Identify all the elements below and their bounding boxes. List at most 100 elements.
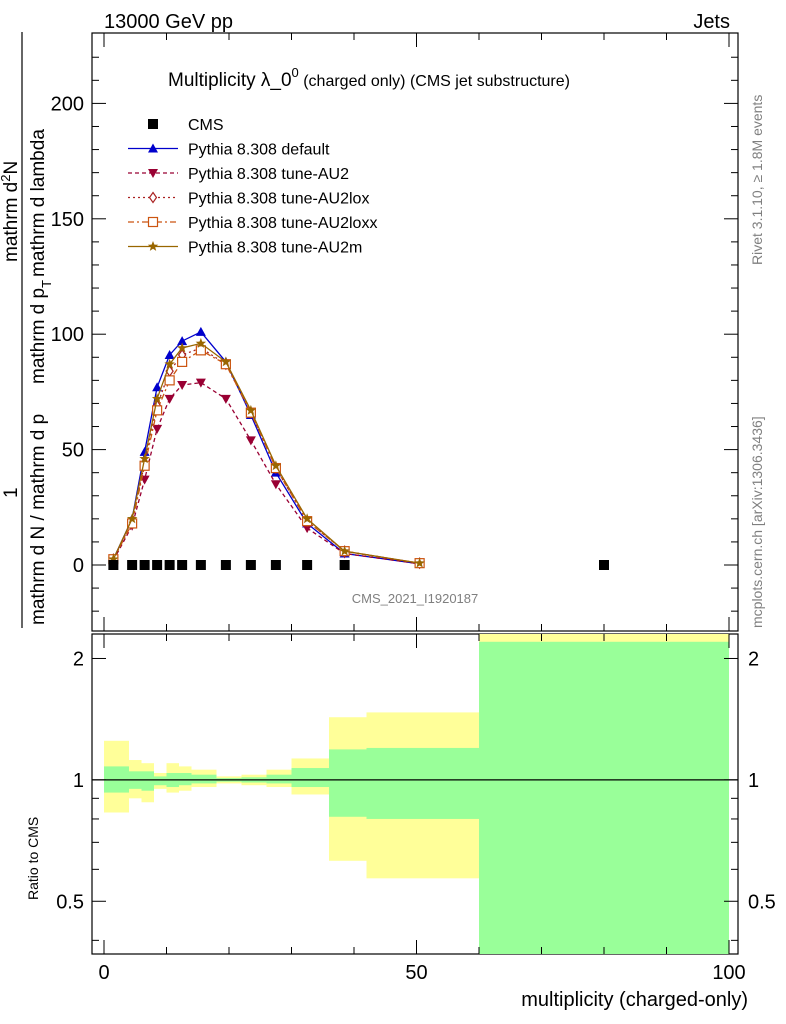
process-label: Jets xyxy=(693,11,730,33)
cms-point xyxy=(599,560,609,570)
series-pythia-8-308-tune-au2loxx xyxy=(108,345,425,569)
series-point xyxy=(164,358,175,369)
series-point xyxy=(245,436,256,446)
series-point xyxy=(164,375,175,386)
series-point xyxy=(245,404,257,415)
cms-point xyxy=(245,560,256,570)
ratio-band-inner xyxy=(291,768,329,788)
x-tick-label: 50 xyxy=(405,962,427,984)
ylabel-num2-rest: N xyxy=(1,161,22,175)
legend-label: Pythia 8.308 tune-AU2lox xyxy=(188,191,369,208)
cms-points xyxy=(108,560,609,570)
y-tick-label: 150 xyxy=(51,209,84,231)
legend-marker xyxy=(148,191,158,204)
cms-point xyxy=(127,560,138,570)
ylabel-num: 1 xyxy=(1,487,22,498)
ratio-y-label: Ratio to CMS xyxy=(25,817,41,900)
legend-marker xyxy=(148,169,158,178)
ratio-tick-label-right: 1 xyxy=(748,770,759,792)
series-layer xyxy=(108,326,425,570)
legend-label-cms: CMS xyxy=(188,117,224,134)
x-tick-label: 100 xyxy=(712,962,745,984)
cms-point xyxy=(152,560,163,570)
series-point xyxy=(195,345,206,356)
ratio-band-inner xyxy=(266,774,292,784)
legend-label: Pythia 8.308 default xyxy=(188,142,330,159)
series-point xyxy=(195,326,206,336)
ylabel-den2-rest: mathrm d lambda xyxy=(28,129,49,277)
ratio-band-inner xyxy=(479,641,729,954)
series-point xyxy=(177,356,188,367)
legend-marker xyxy=(148,143,158,153)
cms-point xyxy=(302,560,313,570)
series-point xyxy=(220,394,231,404)
series-point xyxy=(302,524,313,534)
ratio-band-inner xyxy=(154,776,167,786)
series-point xyxy=(414,557,425,568)
cms-point xyxy=(270,560,281,570)
main-ticks: 0 50 100 150 200 xyxy=(51,56,738,612)
legend-marker xyxy=(147,241,159,251)
ylabel-sub: T xyxy=(39,280,54,288)
cms-point xyxy=(177,560,188,570)
cms-point xyxy=(220,560,231,570)
chart-title-suffix: (charged only) (CMS jet substructure) xyxy=(299,73,570,90)
series-point xyxy=(152,424,163,434)
x-tick-label: 0 xyxy=(98,962,109,984)
chart-title-sup: 0 xyxy=(292,65,299,80)
series-point xyxy=(301,513,313,524)
series-point xyxy=(139,460,150,471)
ratio-band-inner xyxy=(141,771,154,791)
cms-point xyxy=(108,560,119,570)
y-axis-label: 1 mathrm d N / mathrm d p mathrm d2N mat… xyxy=(0,32,54,628)
series-point xyxy=(270,480,281,490)
series-point xyxy=(151,393,163,404)
series-pythia-8-308-tune-au2lox xyxy=(109,342,424,570)
chart-title: Multiplicity λ_00 (charged only) (CMS je… xyxy=(168,65,570,91)
source-label: mcplots.cern.ch [arXiv:1306.3436] xyxy=(749,416,765,628)
ratio-tick-label-left: 1 xyxy=(73,770,84,792)
series-point xyxy=(139,453,150,464)
y-tick-label: 200 xyxy=(51,93,84,115)
series-line xyxy=(112,342,420,564)
series-point xyxy=(126,513,138,524)
ratio-ticks: 0.5 0.5 1 1 2 2 xyxy=(56,648,776,941)
y-tick-label: 100 xyxy=(51,324,84,346)
legend-label: Pythia 8.308 tune-AU2loxx xyxy=(188,215,377,232)
series-pythia-8-308-tune-au2m xyxy=(108,337,425,568)
series-point xyxy=(195,378,206,388)
energy-label: 13000 GeV pp xyxy=(104,11,233,33)
analysis-tag: CMS_2021_I1920187 xyxy=(352,591,479,606)
ratio-tick-label-right: 2 xyxy=(748,648,759,670)
cms-point xyxy=(339,560,350,570)
cms-point xyxy=(139,560,150,570)
ratio-band-inner xyxy=(329,749,367,817)
ratio-band-inner xyxy=(179,773,192,786)
legend-marker xyxy=(147,216,159,228)
series-point xyxy=(339,545,350,556)
ylabel-num2-sup: 2 xyxy=(0,175,13,182)
chart-title-main: Multiplicity λ_0 xyxy=(168,70,292,91)
legend-marker-cms xyxy=(148,119,158,129)
series-point xyxy=(164,349,175,359)
ratio-tick-label-right: 0.5 xyxy=(748,891,776,913)
ratio-band-inner xyxy=(191,774,217,784)
series-point xyxy=(152,405,163,416)
ylabel-num2: mathrm d2N xyxy=(0,161,22,262)
legend: CMS Pythia 8.308 default Pythia 8.308 tune… xyxy=(128,117,377,257)
series-point xyxy=(108,553,119,564)
rivet-label: Rivet 3.1.10, ≥ 1.8M events xyxy=(749,95,765,265)
ratio-frame xyxy=(91,633,739,955)
legend-label: Pythia 8.308 tune-AU2 xyxy=(188,166,349,183)
y-tick-label: 0 xyxy=(73,555,84,577)
ylabel-den: mathrm d N / mathrm d p xyxy=(28,414,49,625)
main-frame xyxy=(91,32,739,632)
series-point xyxy=(270,460,282,471)
series-point xyxy=(164,394,175,404)
series-point xyxy=(152,382,163,392)
ylabel-num2-text: mathrm d xyxy=(1,182,22,262)
series-point xyxy=(220,356,232,367)
ylabel-den2-text: mathrm d p xyxy=(28,288,49,384)
x-ticks: 0 50 100 xyxy=(98,33,746,984)
